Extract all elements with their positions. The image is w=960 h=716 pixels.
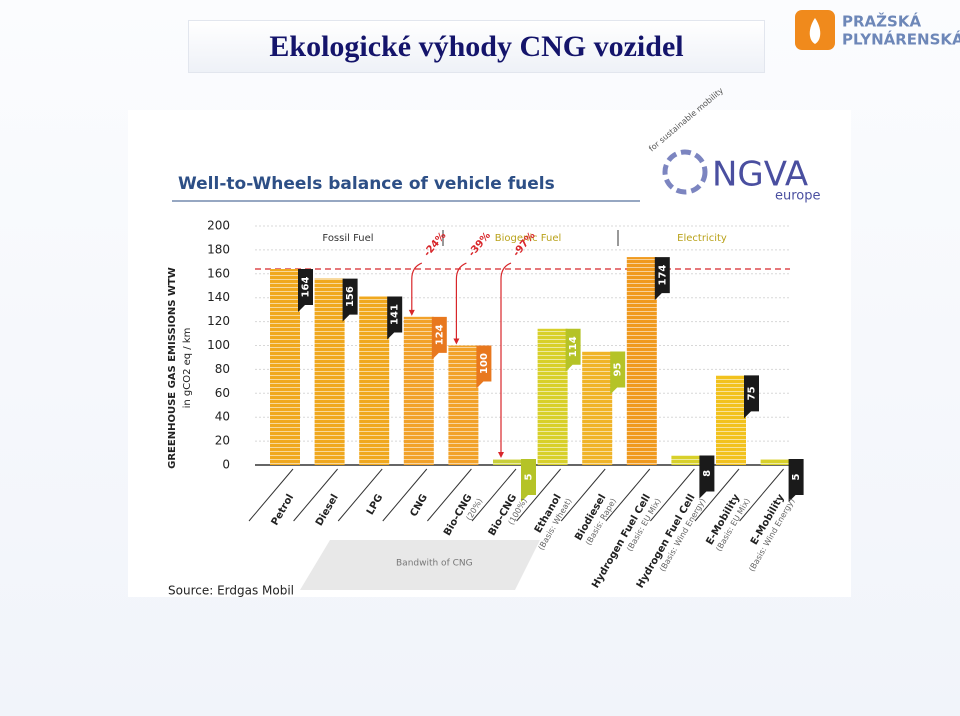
y-tick-label: 20 [215,434,230,448]
group-label: Electricity [677,233,727,244]
brand-region: europe [775,189,821,204]
y-tick-label: 60 [215,386,230,400]
y-tick-label: 160 [207,266,230,280]
chart-title: Well-to-Wheels balance of vehicle fuels [178,174,555,194]
bar [314,278,345,465]
band-shape [300,540,540,590]
value-tag [342,278,358,322]
bar [760,459,791,465]
bar [716,375,746,465]
bar [359,296,390,465]
category-rule [427,468,472,522]
y-tick-label: 140 [207,290,230,304]
value-label: 156 [345,286,356,307]
value-tag [521,459,536,503]
logo-text: PLYNÁRENSKÁ [842,30,960,49]
category-rule [694,468,740,522]
value-label: 114 [568,336,579,357]
value-tag [431,316,447,360]
y-axis-unit: in gCO2 eq / km [182,328,193,409]
bar [448,345,479,465]
y-tick-label: 40 [215,410,230,424]
logo-text: PRAŽSKÁ [842,12,921,31]
annotation-hook [500,262,512,280]
category-rule [471,468,517,522]
value-tag [565,328,581,372]
value-label: 174 [657,265,668,286]
value-label: 164 [301,277,312,298]
category-rule [650,468,695,522]
value-tag [610,351,626,395]
bar [403,316,434,465]
brand-icon [662,149,708,195]
y-tick-label: 80 [215,362,230,376]
category-rule [516,468,561,522]
slide-title: Ekologické výhody CNG vozidel [269,29,684,63]
bar [671,455,702,465]
bar [270,269,300,465]
bar [626,257,657,465]
y-tick-label: 180 [207,242,230,256]
brand-name: NGVA [712,155,808,195]
annotation-hook [411,262,423,280]
y-tick-label: 120 [207,314,230,328]
logo: PRAŽSKÁ PLYNÁRENSKÁ [795,10,960,50]
category-rule [739,468,784,522]
value-label: 124 [434,324,445,345]
group-label: Fossil Fuel [322,233,373,244]
value-label: 100 [479,353,490,374]
value-label: 75 [747,386,758,400]
value-tag [654,257,670,301]
y-tick-label: 0 [222,458,230,472]
arrow-head [453,338,460,345]
value-tag [699,455,715,499]
band-label: Bandwith of CNG [396,559,473,569]
bar [582,351,613,465]
arrow-head [498,452,504,459]
value-label: 5 [524,474,535,481]
category-rule [560,468,606,522]
annotation-hook [455,262,467,280]
value-label: 8 [702,470,713,477]
title-box: Ekologické výhody CNG vozidel [188,20,765,73]
value-label: 5 [791,474,802,481]
value-label: 141 [390,304,401,325]
value-tag [387,296,403,340]
arrow-head [408,309,415,316]
category-rule [605,468,651,522]
category-rule [248,468,294,522]
y-axis-label: GREENHOUSE GAS EMISSIONS WTW [167,267,178,469]
value-tag [744,375,759,419]
group-label: Biogenic Fuel [495,233,562,244]
category-rule [293,468,338,522]
y-tick-label: 100 [207,338,230,352]
y-tick-label: 200 [207,219,230,233]
bar [537,328,568,465]
bar [493,459,523,465]
value-tag [476,345,492,389]
category-rule [337,468,383,522]
value-tag [788,459,804,503]
logo-flame [809,18,821,44]
category-rule [382,468,428,522]
value-tag [298,269,313,313]
value-label: 95 [613,362,624,376]
source: Source: Erdgas Mobil [168,584,294,598]
